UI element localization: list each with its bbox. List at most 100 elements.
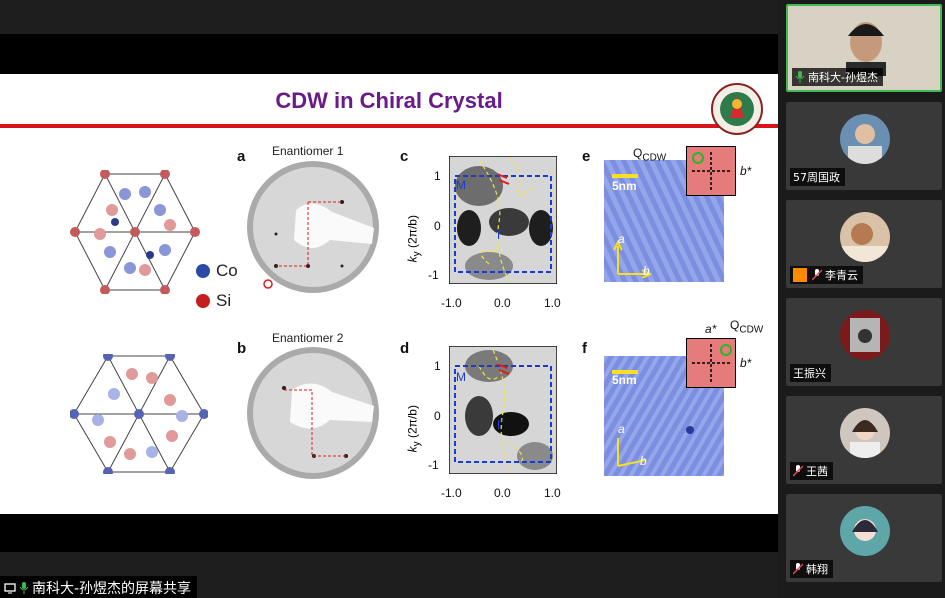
stm-f-axes-icon [617,438,647,467]
stm-e-axes-icon [613,239,652,278]
ylabel-k: k [405,256,420,263]
user-placeholder-icon [793,268,807,282]
arpes-d-point-gamma: Γ [497,418,504,432]
ylabel-unit: (2π/b) [405,405,420,439]
diffraction-pattern-1 [247,161,379,293]
participant-name-text: 韩翔 [806,563,828,576]
mic-on-icon [19,582,29,594]
enantiomer-2-label: Enantiomer 2 [272,331,344,345]
letterbox-top [0,34,778,74]
participant-tile-1[interactable]: 南科大-孙煜杰 [786,4,942,92]
participant-name-5: 王茜 [790,462,833,480]
participant-name-text: 57周国政 [793,171,840,184]
mic-muted-icon [793,465,803,477]
avatar [840,408,890,458]
ylabel-k: k [405,446,420,453]
avatar [840,506,890,556]
arpes-d-ylabel: ky (2π/b) [403,392,422,462]
participant-name-3: 李青云 [790,266,863,284]
arpes-d-ytick-m1: -1 [428,458,439,472]
arpes-d-ytick-1: 1 [434,359,441,373]
panel-label-f: f [582,340,587,357]
title-rule [0,124,778,128]
arpes-c-ytick-0: 0 [434,219,441,233]
participant-name-text: 李青云 [825,269,858,282]
avatar-image [850,318,880,352]
stm-topography-f [604,356,724,476]
arpes-c-point-m: M [456,178,466,192]
avatar [840,114,890,164]
legend-si: Si [216,291,232,310]
arpes-c-ylabel: ky (2π/b) [403,202,422,272]
panel-label-c: c [400,148,409,165]
panel-label-a: a [237,148,246,165]
enantiomer-1-label: Enantiomer 1 [272,144,344,158]
stm-f-axis-bstar: b* [740,356,752,370]
stm-f-scalebar-label: 5nm [612,373,637,387]
screen-share-owner: 南科大-孙煜杰的屏幕共享 [32,581,192,597]
arpes-d-xtick-m1: -1.0 [441,486,462,500]
participant-name-1: 南科大-孙煜杰 [792,68,883,86]
avatar-image [852,519,878,541]
participant-tile-3[interactable]: 李青云 [786,200,942,288]
stm-e-scalebar-label: 5nm [612,179,637,193]
participant-name-6: 韩翔 [790,560,833,578]
avatar-image [850,420,880,458]
letterbox-bottom [0,514,778,552]
stm-f-axis-b: b [640,454,647,468]
qcdw-sub: CDW [642,152,667,164]
university-seal-logo [711,83,763,135]
co-atom-swatch [196,264,210,278]
avatar [840,212,890,262]
arpes-map-c [449,156,557,284]
arpes-c-point-gamma: Γ [497,228,504,242]
shared-screen: CDW in Chiral Crystal Co Si [0,34,778,598]
ylabel-sub: y [411,441,423,447]
avatar-image [848,124,882,164]
ylabel-unit: (2π/b) [405,215,420,249]
legend-co: Co [216,261,238,280]
stm-e-axis-a: a [618,232,625,246]
video-feed-1 [846,22,886,76]
arpes-d-ytick-0: 0 [434,409,441,423]
participant-name-text: 王茜 [806,465,828,478]
qcdw-q: Q [730,318,740,332]
participant-name-4: 王振兴 [790,364,831,382]
avatar [840,310,890,360]
arpes-c-ytick-1: 1 [434,169,441,183]
mic-on-icon [795,71,805,83]
stm-e-qcdw-label: QCDW [633,146,666,163]
qcdw-q: Q [633,146,643,160]
screen-share-label[interactable]: 南科大-孙煜杰的屏幕共享 [0,576,198,598]
participants-sidebar: 南科大-孙煜杰 57周国政 李青云 王振兴 王茜 [778,0,945,598]
slide-title: CDW in Chiral Crystal [275,88,503,113]
panel-label-b: b [237,340,247,357]
participant-tile-2[interactable]: 57周国政 [786,102,942,190]
stm-f-axis-a: a [618,422,625,436]
participant-name-2: 57周国政 [790,168,845,186]
participant-tile-4[interactable]: 王振兴 [786,298,942,386]
stm-e-axis-bstar: b* [740,164,752,178]
panel-label-d: d [400,340,410,357]
participant-tile-6[interactable]: 韩翔 [786,494,942,582]
participant-tile-5[interactable]: 王茜 [786,396,942,484]
mic-muted-icon [812,269,822,281]
crystal-lattice-1 [70,170,200,294]
si-atom-swatch [196,294,210,308]
arpes-c-xtick-1: 1.0 [544,296,561,310]
arpes-c-xtick-m1: -1.0 [441,296,462,310]
participant-name-text: 王振兴 [793,367,826,380]
participant-name-text: 南科大-孙煜杰 [808,71,878,84]
qcdw-sub: CDW [739,324,764,336]
arpes-c-ytick-m1: -1 [428,268,439,282]
panel-label-e: e [582,148,591,165]
arpes-d-point-m: M [456,370,466,384]
diffraction-pattern-2 [247,347,379,479]
stm-e-axis-b: b [643,264,650,278]
stm-f-qcdw-label: QCDW [730,318,763,335]
arpes-d-xtick-0: 0.0 [494,486,511,500]
presentation-slide: CDW in Chiral Crystal Co Si [0,74,778,514]
mic-muted-icon [793,563,803,575]
avatar-image [840,223,890,262]
arpes-d-xtick-1: 1.0 [544,486,561,500]
